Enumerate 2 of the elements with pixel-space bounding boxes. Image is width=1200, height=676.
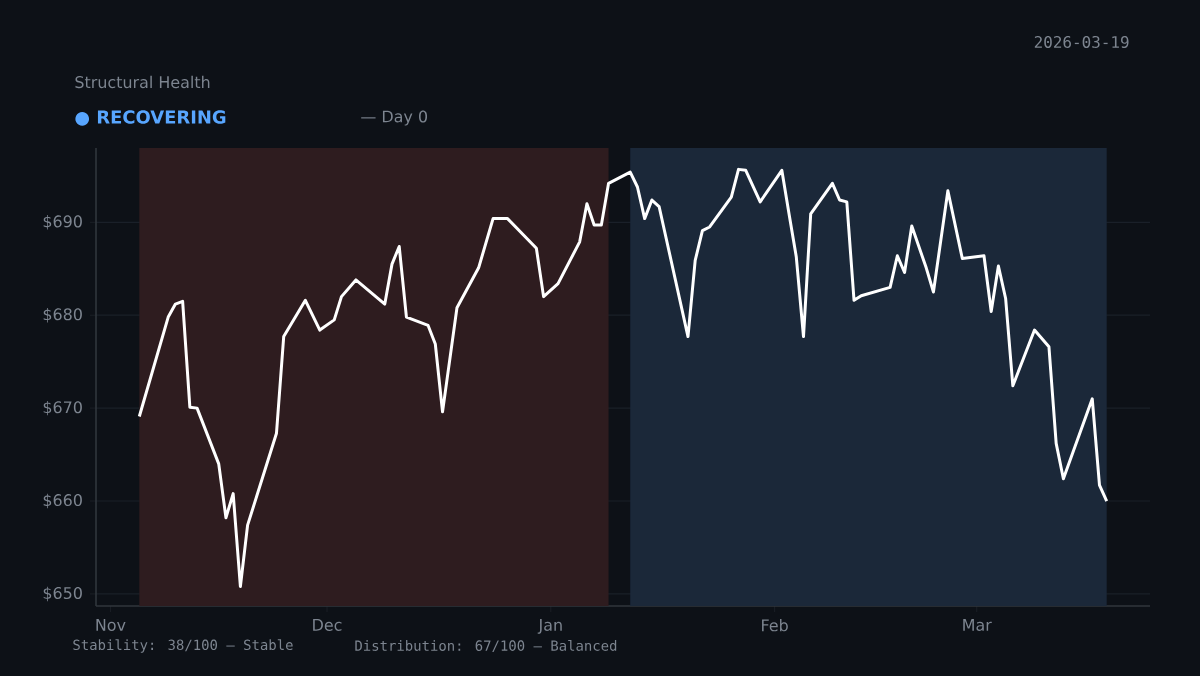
line-series	[137, 167, 1109, 588]
text: ● RECOVERING	[75, 110, 226, 126]
